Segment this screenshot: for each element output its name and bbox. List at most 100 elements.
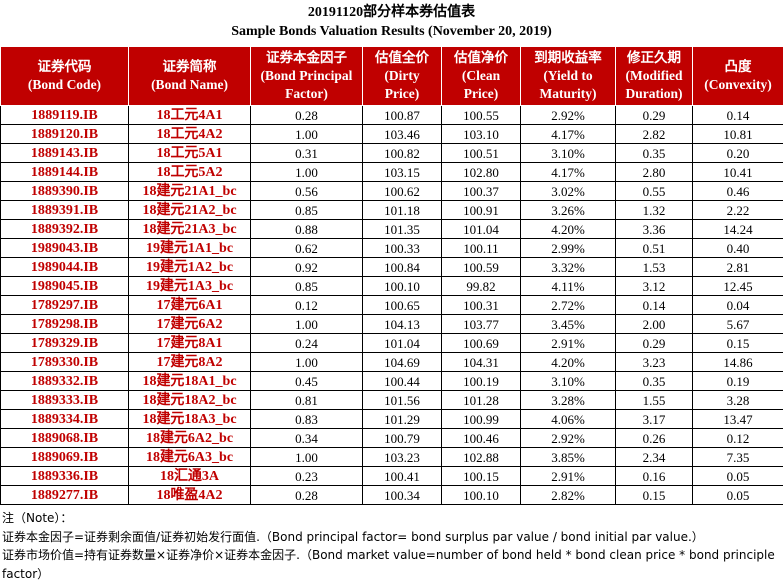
table-cell: 0.29 (616, 106, 693, 125)
table-cell: 3.17 (616, 410, 693, 429)
table-cell: 18建元21A1_bc (129, 182, 251, 201)
table-cell: 2.91% (521, 467, 616, 486)
table-cell: 0.23 (251, 467, 363, 486)
table-cell: 2.92% (521, 429, 616, 448)
table-cell: 1889336.IB (1, 467, 129, 486)
table-cell: 18汇通3A (129, 467, 251, 486)
header-cell: 证券简称(Bond Name) (129, 47, 251, 106)
table-cell: 0.29 (616, 334, 693, 353)
table-cell: 100.91 (442, 201, 521, 220)
table-cell: 0.56 (251, 182, 363, 201)
table-cell: 18工元4A2 (129, 125, 251, 144)
table-cell: 7.35 (693, 448, 783, 467)
table-cell: 100.33 (363, 239, 442, 258)
table-cell: 1889144.IB (1, 163, 129, 182)
table-cell: 4.17% (521, 125, 616, 144)
header-text: Duration) (616, 85, 692, 103)
table-cell: 1889390.IB (1, 182, 129, 201)
table-cell: 18建元18A2_bc (129, 391, 251, 410)
table-cell: 0.16 (616, 467, 693, 486)
header-text: (Modified (616, 67, 692, 85)
table-cell: 0.62 (251, 239, 363, 258)
table-cell: 19建元1A3_bc (129, 277, 251, 296)
table-cell: 3.28 (693, 391, 783, 410)
header-text: 证券本金因子 (251, 49, 362, 67)
table-cell: 101.04 (442, 220, 521, 239)
table-cell: 100.10 (442, 486, 521, 505)
table-cell: 100.84 (363, 258, 442, 277)
table-cell: 103.23 (363, 448, 442, 467)
header-text: (Convexity) (693, 76, 783, 94)
table-cell: 100.99 (442, 410, 521, 429)
table-cell: 1789298.IB (1, 315, 129, 334)
table-cell: 1889277.IB (1, 486, 129, 505)
header-cell: 证券代码(Bond Code) (1, 47, 129, 106)
table-cell: 0.35 (616, 144, 693, 163)
table-cell: 0.24 (251, 334, 363, 353)
table-cell: 0.20 (693, 144, 783, 163)
table-cell: 100.59 (442, 258, 521, 277)
table-cell: 4.06% (521, 410, 616, 429)
table-cell: 1.00 (251, 163, 363, 182)
table-cell: 1.00 (251, 448, 363, 467)
table-cell: 12.45 (693, 277, 783, 296)
table-cell: 101.18 (363, 201, 442, 220)
table-cell: 2.82 (616, 125, 693, 144)
table-cell: 100.51 (442, 144, 521, 163)
table-cell: 5.67 (693, 315, 783, 334)
table-cell: 1889391.IB (1, 201, 129, 220)
table-cell: 100.19 (442, 372, 521, 391)
table-cell: 102.80 (442, 163, 521, 182)
table-cell: 1889333.IB (1, 391, 129, 410)
table-cell: 0.34 (251, 429, 363, 448)
table-cell: 0.12 (251, 296, 363, 315)
table-cell: 0.12 (693, 429, 783, 448)
table-cell: 0.35 (616, 372, 693, 391)
table-cell: 100.79 (363, 429, 442, 448)
table-cell: 13.47 (693, 410, 783, 429)
table-cell: 14.24 (693, 220, 783, 239)
table-cell: 101.35 (363, 220, 442, 239)
table-cell: 100.55 (442, 106, 521, 125)
table-cell: 0.14 (616, 296, 693, 315)
table-cell: 2.80 (616, 163, 693, 182)
table-cell: 1889334.IB (1, 410, 129, 429)
table-cell: 2.34 (616, 448, 693, 467)
header-text: Maturity) (521, 85, 615, 103)
header-text: (Yield to (521, 67, 615, 85)
table-cell: 100.65 (363, 296, 442, 315)
table-cell: 1789330.IB (1, 353, 129, 372)
table-cell: 99.82 (442, 277, 521, 296)
table-cell: 17建元6A1 (129, 296, 251, 315)
table-cell: 1889332.IB (1, 372, 129, 391)
header-text: Factor) (251, 85, 362, 103)
table-cell: 0.45 (251, 372, 363, 391)
table-cell: 18工元5A1 (129, 144, 251, 163)
table-cell: 1989044.IB (1, 258, 129, 277)
table-cell: 101.29 (363, 410, 442, 429)
table-cell: 1889392.IB (1, 220, 129, 239)
table-cell: 0.05 (693, 486, 783, 505)
header-text: (Bond Name) (129, 76, 250, 94)
table-cell: 1.00 (251, 315, 363, 334)
table-cell: 100.44 (363, 372, 442, 391)
table-cell: 0.15 (616, 486, 693, 505)
table-cell: 100.37 (442, 182, 521, 201)
table-cell: 1.00 (251, 353, 363, 372)
table-cell: 1889069.IB (1, 448, 129, 467)
table-cell: 0.92 (251, 258, 363, 277)
table-cell: 0.85 (251, 201, 363, 220)
table-cell: 0.31 (251, 144, 363, 163)
table-cell: 101.04 (363, 334, 442, 353)
